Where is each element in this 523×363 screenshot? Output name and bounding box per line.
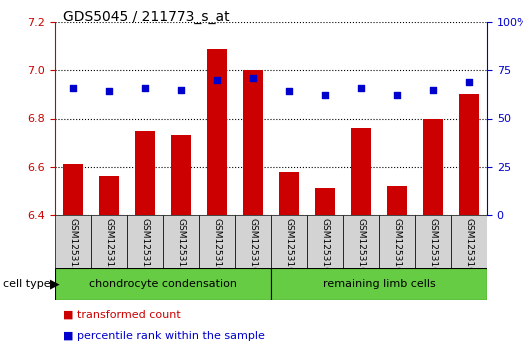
Point (465, 79, 473, 85)
Bar (343, 215, 379, 268)
Bar (199, 215, 235, 268)
Text: GSM1253159: GSM1253159 (176, 218, 186, 278)
Point (177, 87, 185, 93)
Text: GSM1253160: GSM1253160 (212, 218, 222, 278)
Text: GSM1253162: GSM1253162 (285, 218, 293, 278)
Text: GSM1253164: GSM1253164 (357, 218, 366, 278)
Text: GSM1253157: GSM1253157 (105, 218, 113, 278)
Bar (307, 215, 343, 268)
Bar (135, 131, 155, 215)
Text: ▶: ▶ (50, 277, 59, 290)
Point (393, 93, 401, 98)
Bar (415, 215, 451, 268)
Point (357, 85, 365, 90)
Text: GSM1253167: GSM1253167 (464, 218, 473, 278)
Bar (271, 268, 487, 300)
Bar (55, 268, 271, 300)
Bar (207, 49, 227, 215)
Bar (99, 176, 119, 215)
Point (249, 75, 257, 81)
Point (105, 89, 113, 94)
Point (213, 77, 221, 83)
Bar (63, 164, 83, 215)
Bar (459, 94, 479, 215)
Text: GSM1253158: GSM1253158 (141, 218, 150, 278)
Bar (235, 215, 271, 268)
Text: GSM1253161: GSM1253161 (248, 218, 257, 278)
Text: remaining limb cells: remaining limb cells (323, 279, 435, 289)
Text: GSM1253165: GSM1253165 (392, 218, 402, 278)
Bar (379, 215, 415, 268)
Point (429, 87, 437, 93)
Text: ■ percentile rank within the sample: ■ percentile rank within the sample (63, 331, 265, 341)
Bar (315, 188, 335, 215)
Bar (91, 215, 127, 268)
Text: GSM1253163: GSM1253163 (321, 218, 329, 278)
Bar (351, 128, 371, 215)
Bar (279, 172, 299, 215)
Text: GSM1253156: GSM1253156 (69, 218, 77, 278)
Text: GDS5045 / 211773_s_at: GDS5045 / 211773_s_at (63, 10, 230, 24)
Bar (163, 215, 199, 268)
Text: GSM1253166: GSM1253166 (428, 218, 438, 278)
Point (285, 89, 293, 94)
Text: chondrocyte condensation: chondrocyte condensation (89, 279, 237, 289)
Bar (423, 118, 443, 215)
Bar (387, 186, 407, 215)
Bar (55, 215, 91, 268)
Bar (127, 215, 163, 268)
Bar (243, 70, 263, 215)
Bar (451, 215, 487, 268)
Point (141, 85, 149, 90)
Text: ■ transformed count: ■ transformed count (63, 310, 180, 319)
Text: cell type: cell type (3, 279, 50, 289)
Point (321, 93, 329, 98)
Bar (171, 135, 191, 215)
Point (69, 85, 77, 90)
Bar (271, 215, 307, 268)
